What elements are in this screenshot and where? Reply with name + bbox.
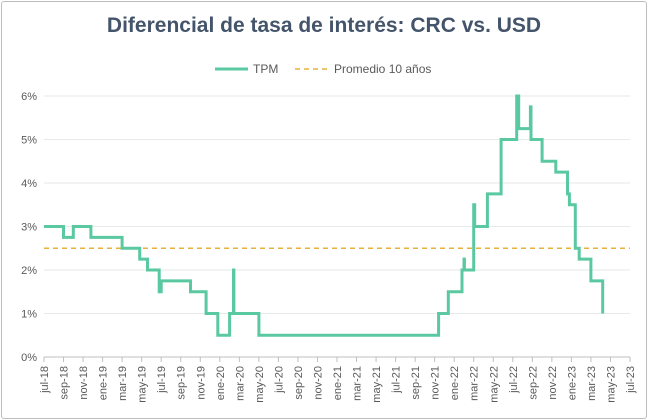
y-tick-label: 6% — [21, 91, 37, 103]
x-tick-label: ene-20 — [215, 366, 227, 400]
y-tick-label: 2% — [21, 265, 37, 277]
x-tick-label: nov-19 — [195, 366, 207, 400]
x-tick-label: mar-20 — [234, 366, 246, 401]
x-tick-label: mar-19 — [117, 366, 129, 401]
x-tick-label: may-21 — [371, 366, 383, 403]
x-tick-label: nov-21 — [430, 366, 442, 400]
x-tick-label: jul-23 — [625, 366, 637, 394]
series-group — [44, 94, 605, 337]
x-tick-label: jul-22 — [508, 366, 520, 394]
y-tick-label: 5% — [21, 135, 37, 147]
x-tick-label: ene-23 — [566, 366, 578, 400]
x-tick-label: sep-21 — [410, 366, 422, 400]
x-tick-label: jul-19 — [156, 366, 168, 394]
x-tick-label: nov-18 — [78, 366, 90, 400]
x-tick-label: jul-18 — [39, 366, 51, 394]
y-tick-label: 4% — [21, 178, 37, 190]
x-tick-label: ene-19 — [98, 366, 110, 400]
x-tick-label: mar-23 — [586, 366, 598, 401]
y-axis-ticks: 0% 1% 2% 3% 4% 5% 6% — [21, 91, 37, 364]
y-tick-label: 3% — [21, 222, 37, 234]
x-tick-label: mar-22 — [469, 366, 481, 401]
x-tick-label: may-22 — [488, 366, 500, 403]
chart-title: Diferencial de tasa de interés: CRC vs. … — [106, 14, 542, 37]
x-tick-label: sep-22 — [527, 366, 539, 400]
x-tick-label: jul-20 — [273, 366, 285, 394]
tpm-line — [44, 94, 605, 337]
x-tick-label: sep-20 — [293, 366, 305, 400]
legend: TPM Promedio 10 años — [215, 62, 431, 76]
gridlines — [44, 95, 630, 358]
y-tick-label: 0% — [21, 352, 37, 364]
x-tick-label: jul-21 — [391, 366, 403, 394]
x-tick-label: mar-21 — [352, 366, 364, 401]
x-tick-label: nov-20 — [312, 366, 324, 400]
x-tick-label: nov-22 — [547, 366, 559, 400]
x-axis-ticks: jul-18 sep-18 nov-18 ene-19 mar-19 may-19 jul-… — [39, 357, 637, 403]
legend-tpm-label: TPM — [253, 62, 278, 76]
x-tick-label: ene-21 — [332, 366, 344, 400]
x-tick-label: sep-18 — [59, 366, 71, 400]
y-tick-label: 1% — [21, 309, 37, 321]
x-tick-label: ene-22 — [449, 366, 461, 400]
legend-average-label: Promedio 10 años — [334, 62, 431, 76]
x-tick-label: may-19 — [137, 366, 149, 403]
x-tick-label: may-20 — [254, 366, 266, 403]
x-tick-label: may-23 — [605, 366, 617, 403]
x-tick-label: sep-19 — [176, 366, 188, 400]
